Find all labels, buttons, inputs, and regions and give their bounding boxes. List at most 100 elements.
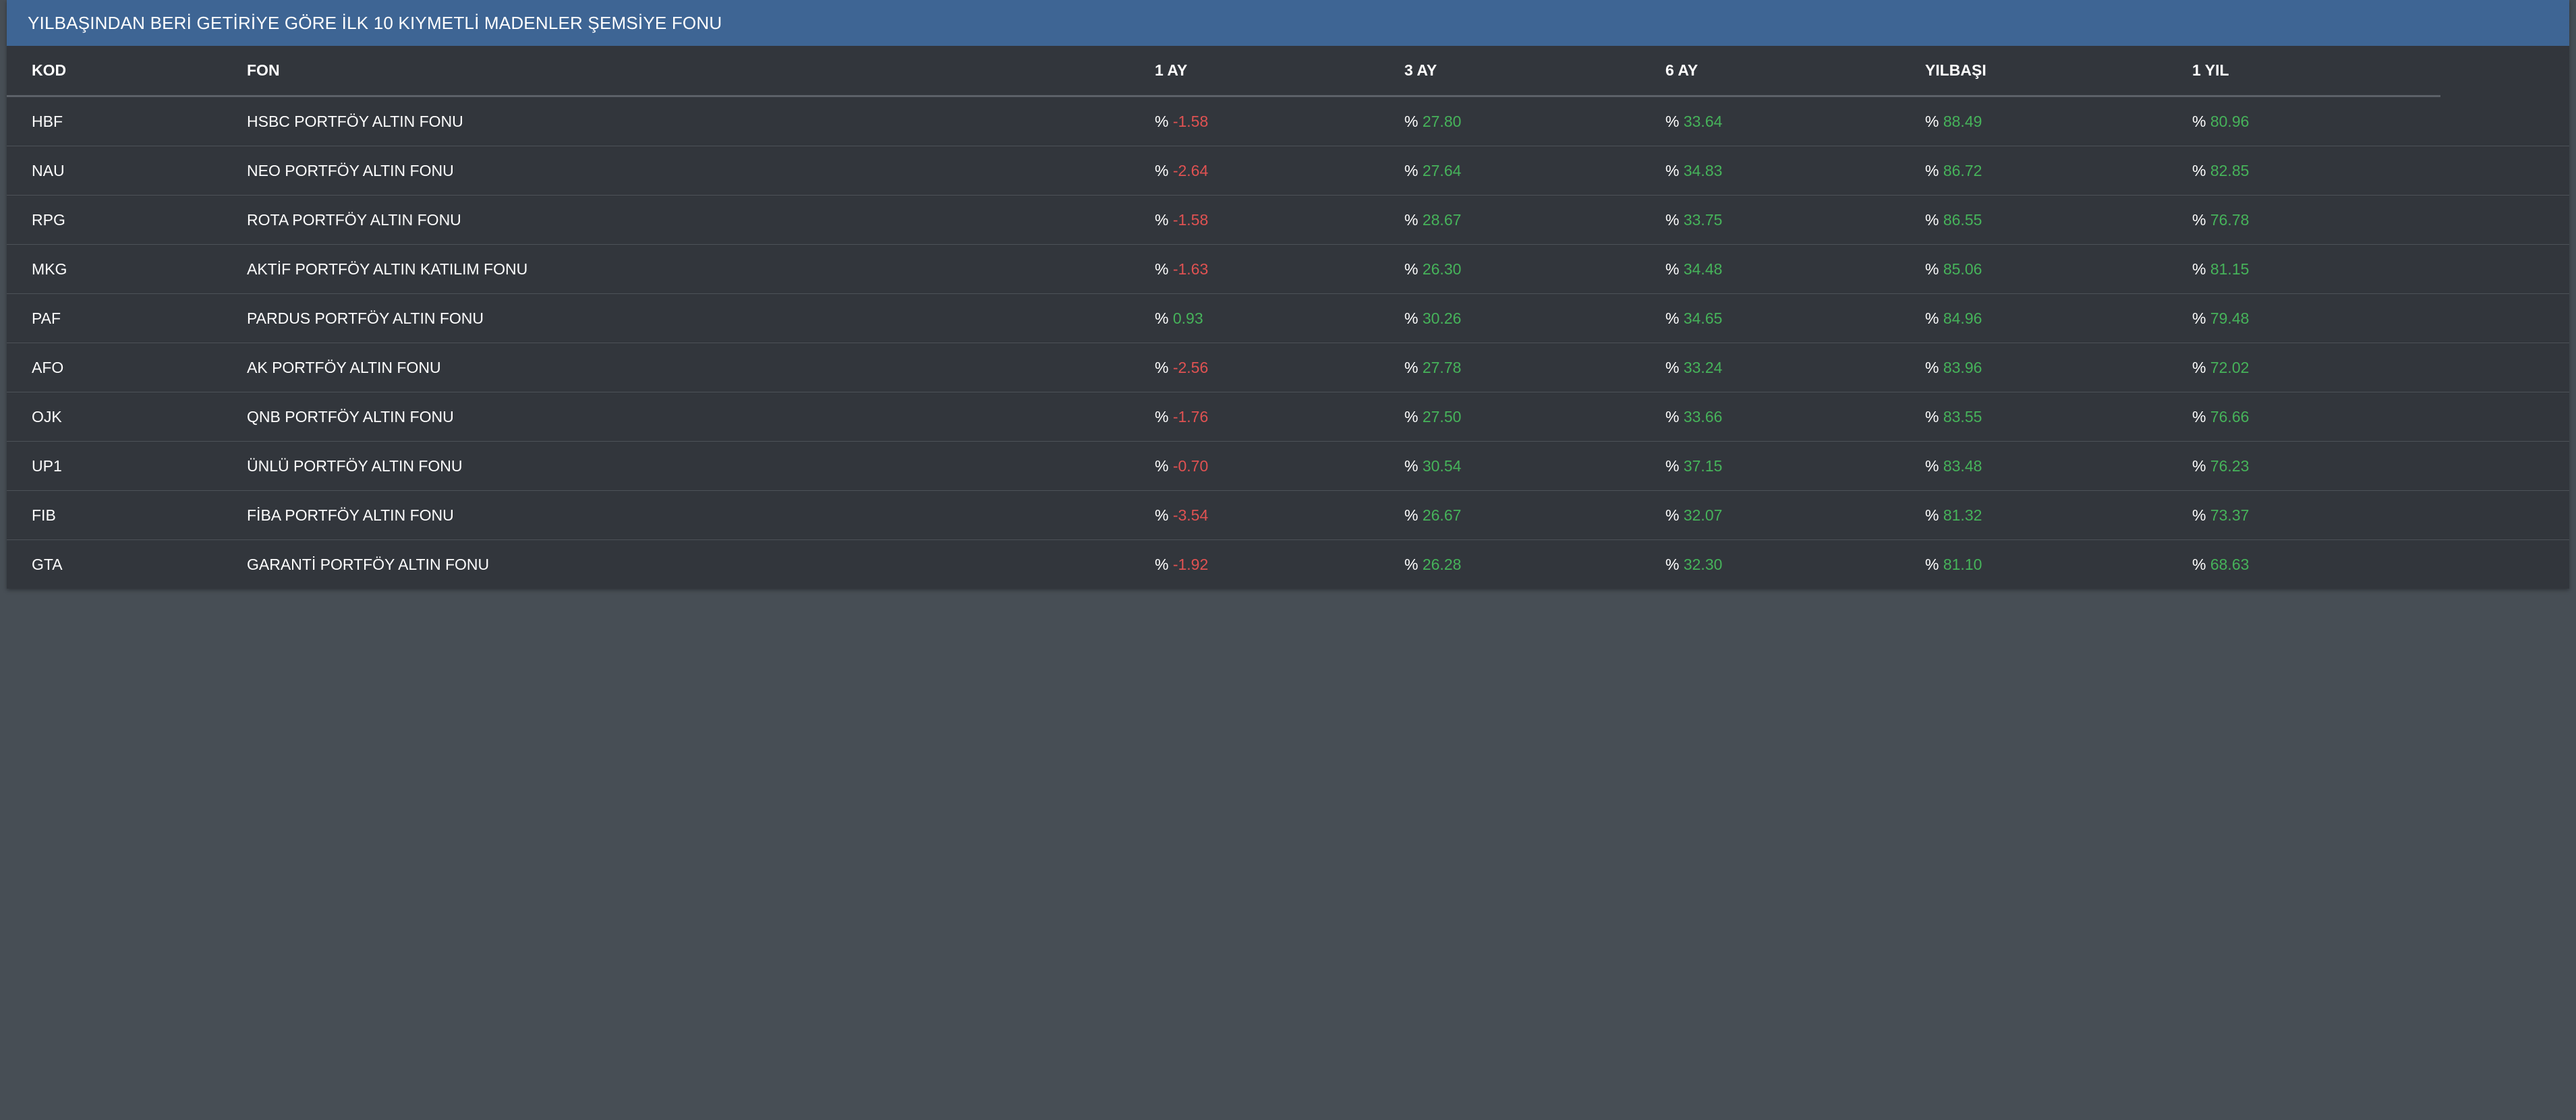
row-filler <box>2440 441 2569 491</box>
table-row[interactable]: MKG AKTİF PORTFÖY ALTIN KATILIM FONU% -1.… <box>7 244 2569 294</box>
percent-sign: % <box>1404 309 1419 327</box>
return-1-yil-cell: % 76.78 <box>2192 195 2440 245</box>
row-filler <box>2440 343 2569 392</box>
percent-sign: % <box>1155 555 1169 573</box>
return-1-yil-value: 76.23 <box>2210 456 2250 475</box>
return-6-ay-value: 34.65 <box>1683 309 1723 327</box>
column-header-1-yil[interactable]: 1 YIL <box>2192 46 2440 97</box>
column-header-kod[interactable]: KOD <box>7 46 247 97</box>
row-filler <box>2440 293 2569 343</box>
fund-name: ÜNLÜ PORTFÖY ALTIN FONU <box>247 441 1155 491</box>
return-3-ay-value: 27.64 <box>1422 161 1462 179</box>
fund-name: GARANTİ PORTFÖY ALTIN FONU <box>247 555 490 573</box>
return-6-ay-value: 34.83 <box>1683 161 1723 179</box>
percent-sign: % <box>1155 358 1169 376</box>
return-6-ay-cell: % 33.75 <box>1665 195 1925 245</box>
table-row[interactable]: RPG ROTA PORTFÖY ALTIN FONU% -1.58% 28.67… <box>7 195 2569 245</box>
percent-sign: % <box>1665 161 1680 179</box>
return-1-ay-value: -1.76 <box>1172 407 1209 425</box>
return-6-ay-value: 33.24 <box>1683 358 1723 376</box>
percent-sign: % <box>1665 407 1680 425</box>
percent-sign: % <box>1925 407 1939 425</box>
percent-sign: % <box>1404 358 1419 376</box>
return-1-ay-value: -1.58 <box>1172 210 1209 229</box>
percent-sign: % <box>1155 506 1169 524</box>
table-row[interactable]: GTA GARANTİ PORTFÖY ALTIN FONU% -1.92 % 26… <box>7 540 2569 589</box>
fund-code: GTA <box>32 555 63 573</box>
fund-code: AFO <box>7 343 247 392</box>
return-1-ay-value: -2.64 <box>1172 161 1209 179</box>
percent-sign: % <box>2192 309 2206 327</box>
return-6-ay-value: 37.15 <box>1683 456 1723 475</box>
return-3-ay-cell: % 30.26 <box>1404 293 1665 343</box>
fund-name: HSBC PORTFÖY ALTIN FONU <box>247 96 1155 146</box>
column-header-1-ay[interactable]: 1 AY <box>1155 46 1404 97</box>
table-row[interactable]: OJK QNB PORTFÖY ALTIN FONU% -1.76% 27.50%… <box>7 392 2569 442</box>
percent-sign: % <box>1155 309 1169 327</box>
return-1-ay-value: -0.70 <box>1172 456 1209 475</box>
panel-header: YILBAŞINDAN BERİ GETİRİYE GÖRE İLK 10 KI… <box>7 0 2569 46</box>
row-filler <box>2440 490 2569 540</box>
table-row[interactable]: NAU NEO PORTFÖY ALTIN FONU% -2.64% 27.64%… <box>7 146 2569 196</box>
table-row[interactable]: HBF HSBC PORTFÖY ALTIN FONU% -1.58% 27.80… <box>7 96 2569 146</box>
return-3-ay-cell: % 30.54 <box>1404 441 1665 491</box>
return-6-ay-cell: % 32.30 <box>1665 540 1925 589</box>
return-3-ay-cell: % 26.30 <box>1404 244 1665 294</box>
percent-sign: % <box>1155 260 1169 278</box>
column-header-6-ay[interactable]: 6 AY <box>1665 46 1925 97</box>
column-header-fon[interactable]: FON <box>247 46 1155 97</box>
return-6-ay-value: 32.07 <box>1683 506 1723 524</box>
return-3-ay-value: 26.30 <box>1422 260 1462 278</box>
header-row: KOD FON 1 AY 3 AY 6 AY YILBAŞI 1 YIL <box>7 46 2569 97</box>
percent-sign: % <box>1404 210 1419 229</box>
return-1-ay-value: -1.92 <box>1172 555 1209 573</box>
return-3-ay-cell: % 27.78 <box>1404 343 1665 392</box>
return-1-yil-cell: % 82.85 <box>2192 146 2440 196</box>
percent-sign: % <box>2192 210 2206 229</box>
table-row[interactable]: UP1 ÜNLÜ PORTFÖY ALTIN FONU% -0.70% 30.54… <box>7 441 2569 491</box>
fund-name: AK PORTFÖY ALTIN FONU <box>247 343 1155 392</box>
return-3-ay-value: 28.67 <box>1422 210 1462 229</box>
return-1-yil-value: 68.63 <box>2210 555 2250 573</box>
column-header-3-ay[interactable]: 3 AY <box>1404 46 1665 97</box>
return-yilbasi-value: 86.55 <box>1943 210 1982 229</box>
percent-sign: % <box>2192 358 2206 376</box>
column-header-yilbasi[interactable]: YILBAŞI <box>1925 46 2192 97</box>
return-6-ay-value: 33.66 <box>1683 407 1723 425</box>
return-6-ay-cell: % 34.65 <box>1665 293 1925 343</box>
return-yilbasi-cell: % 84.96 <box>1925 293 2192 343</box>
table-row[interactable]: AFO AK PORTFÖY ALTIN FONU% -2.56% 27.78% … <box>7 343 2569 392</box>
return-1-yil-cell: % 72.02 <box>2192 343 2440 392</box>
return-yilbasi-value: 81.10 <box>1943 555 1982 573</box>
return-3-ay-value: 30.54 <box>1422 456 1462 475</box>
return-1-yil-value: 76.78 <box>2210 210 2250 229</box>
fund-code: PAF <box>7 293 247 343</box>
percent-sign: % <box>1925 555 1939 573</box>
return-1-ay-cell: % -0.70 <box>1155 441 1404 491</box>
table-row[interactable]: PAF PARDUS PORTFÖY ALTIN FONU% 0.93% 30.2… <box>7 293 2569 343</box>
table-header: KOD FON 1 AY 3 AY 6 AY YILBAŞI 1 YIL <box>7 46 2569 97</box>
return-3-ay-cell: % 26.28 <box>1404 540 1665 589</box>
return-yilbasi-cell: % 83.48 <box>1925 441 2192 491</box>
return-3-ay-cell: % 27.50 <box>1404 392 1665 442</box>
return-yilbasi-cell: % 88.49 <box>1925 96 2192 146</box>
table-row[interactable]: FIB FİBA PORTFÖY ALTIN FONU% -3.54% 26.67… <box>7 490 2569 540</box>
return-1-yil-cell: % 81.15 <box>2192 244 2440 294</box>
return-yilbasi-cell: % 83.96 <box>1925 343 2192 392</box>
percent-sign: % <box>1404 407 1419 425</box>
return-3-ay-cell: % 28.67 <box>1404 195 1665 245</box>
return-6-ay-value: 33.64 <box>1683 112 1723 130</box>
row-filler <box>2440 392 2569 442</box>
return-1-yil-value: 76.66 <box>2210 407 2250 425</box>
percent-sign: % <box>1155 407 1169 425</box>
row-filler <box>2440 96 2569 146</box>
row-filler <box>2440 244 2569 294</box>
return-6-ay-cell: % 37.15 <box>1665 441 1925 491</box>
fund-code: RPG <box>7 195 247 245</box>
return-1-yil-cell: % 76.23 <box>2192 441 2440 491</box>
header-filler <box>2440 46 2569 96</box>
fund-name: PARDUS PORTFÖY ALTIN FONU <box>247 293 1155 343</box>
return-1-ay-value: -1.63 <box>1172 260 1209 278</box>
return-1-yil-value: 73.37 <box>2210 506 2250 524</box>
return-6-ay-cell: % 33.66 <box>1665 392 1925 442</box>
